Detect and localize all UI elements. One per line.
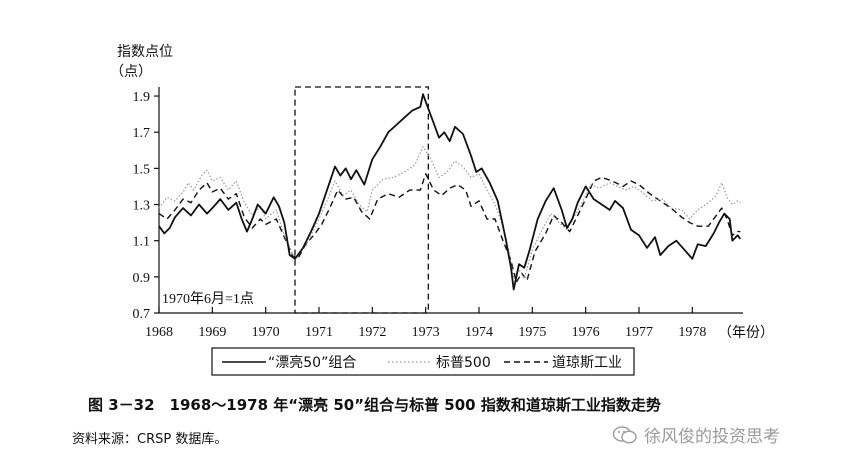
- x-tick-label: 1969: [198, 325, 226, 340]
- legend: “漂亮50”组合 标普500 道琼斯工业: [211, 347, 635, 376]
- x-tick-label: 1973: [412, 325, 440, 340]
- y-axis-title: 指数点位: [117, 44, 173, 60]
- x-axis-title: （年份）: [718, 325, 774, 341]
- y-axis-unit: （点）: [110, 64, 152, 80]
- series-pretty50-line: [158, 93, 742, 291]
- x-tick-label: 1972: [358, 325, 386, 340]
- x-tick-label: 1971: [305, 325, 333, 340]
- legend-label-pretty50: “漂亮50”组合: [268, 354, 356, 371]
- series-layer: [158, 93, 742, 291]
- source-note: 资料来源：CRSP 数据库。: [72, 432, 228, 447]
- plot-frame: [158, 87, 743, 314]
- y-tick-label: 1.9: [133, 90, 151, 105]
- x-tick-label: 1976: [572, 325, 600, 340]
- chat-bubble-icon: [612, 425, 637, 444]
- y-tick-label: 0.9: [133, 271, 151, 286]
- y-tick-label: 0.7: [133, 307, 151, 322]
- x-tick-label: 1977: [625, 325, 653, 340]
- legend-label-sp500: 标普500: [436, 355, 491, 371]
- watermark: 徐风俊的投资思考: [612, 422, 780, 447]
- y-ticks: 0.7 0.9 1.1 1.3 1.5 1.7 1.9: [133, 90, 159, 322]
- figure-caption: 图 3－32 1968～1978 年“漂亮 50”组合与标普 500 指数和道琼…: [88, 396, 661, 414]
- legend-label-dow: 道琼斯工业: [552, 355, 622, 371]
- base-note: 1970年6月=1点: [162, 291, 254, 307]
- x-tick-label: 1968: [145, 325, 173, 340]
- x-tick-label: 1978: [678, 325, 706, 340]
- y-tick-label: 1.1: [133, 235, 151, 250]
- x-tick-label: 1970: [252, 325, 280, 340]
- legend-box: [211, 347, 635, 376]
- x-ticks: 1968 1969 1970 1971 1972 1973 1974 1975 1976 1977…: [145, 307, 706, 340]
- y-tick-label: 1.3: [133, 199, 151, 214]
- y-tick-label: 1.5: [133, 162, 151, 177]
- x-tick-label: 1975: [518, 325, 546, 340]
- series-dow-line: [158, 173, 741, 283]
- watermark-text: 徐风俊的投资思考: [644, 427, 780, 447]
- x-tick-label: 1974: [465, 325, 493, 340]
- highlight-box: [294, 86, 429, 314]
- series-sp500-line: [158, 146, 741, 280]
- y-tick-label: 1.7: [133, 126, 151, 141]
